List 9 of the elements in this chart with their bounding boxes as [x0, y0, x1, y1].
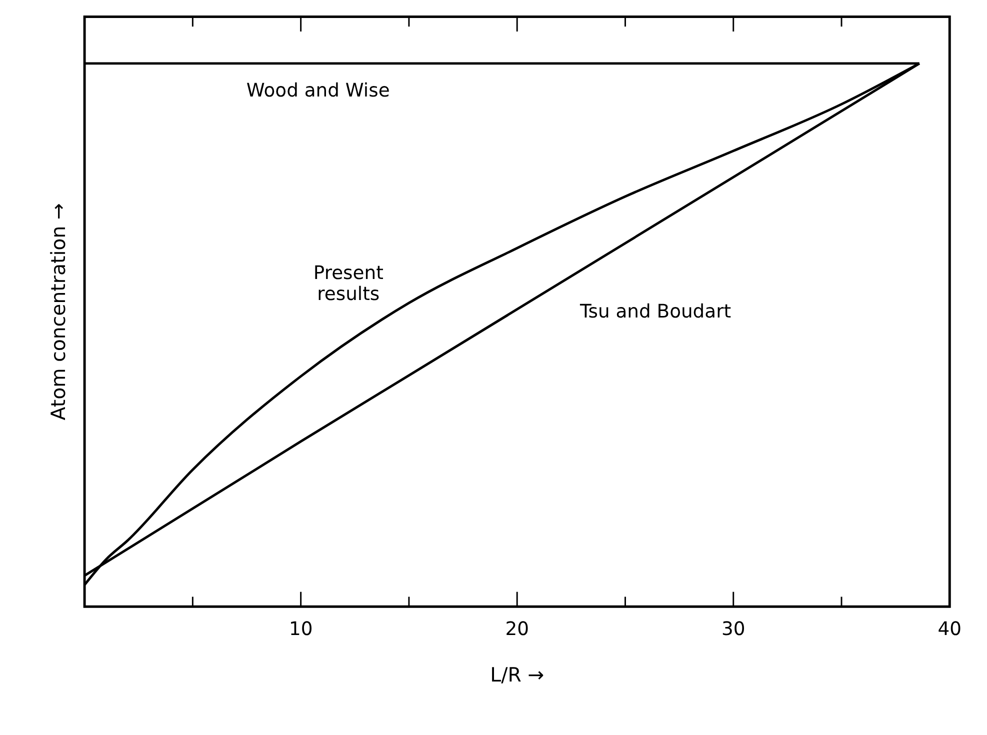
series-label: Tsu and Boudart [578, 302, 732, 323]
series-label: Wood and Wise [246, 80, 390, 102]
x-tick-label: 20 [505, 619, 529, 640]
x-axis-title: L/R → [490, 663, 544, 686]
x-tick-label: 30 [721, 619, 746, 640]
x-tick-label: 10 [288, 619, 313, 640]
series-label: Present results [313, 263, 384, 305]
x-tick-label: 40 [938, 619, 962, 640]
y-axis-title: Atom concentration → [46, 203, 70, 420]
